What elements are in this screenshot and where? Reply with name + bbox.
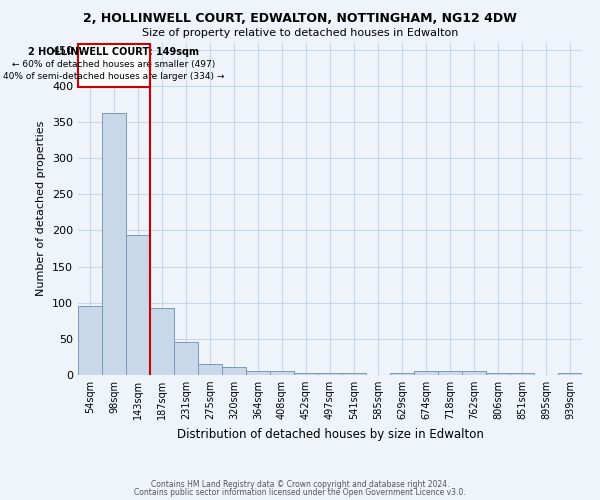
Bar: [246, 370, 270, 375]
Bar: [198, 364, 222, 375]
Bar: [270, 372, 294, 375]
Text: 40% of semi-detached houses are larger (334) →: 40% of semi-detached houses are larger (…: [4, 72, 224, 81]
Bar: [126, 236, 150, 375]
FancyBboxPatch shape: [78, 44, 150, 88]
Bar: [294, 373, 318, 375]
Bar: [558, 373, 582, 375]
Bar: [462, 372, 486, 375]
Text: 2 HOLLINWELL COURT: 149sqm: 2 HOLLINWELL COURT: 149sqm: [29, 47, 199, 57]
Bar: [222, 367, 246, 375]
X-axis label: Distribution of detached houses by size in Edwalton: Distribution of detached houses by size …: [176, 428, 484, 440]
Bar: [78, 306, 102, 375]
Text: Contains HM Land Registry data © Crown copyright and database right 2024.: Contains HM Land Registry data © Crown c…: [151, 480, 449, 489]
Bar: [174, 342, 198, 375]
Text: ← 60% of detached houses are smaller (497): ← 60% of detached houses are smaller (49…: [13, 60, 215, 68]
Y-axis label: Number of detached properties: Number of detached properties: [37, 121, 46, 296]
Bar: [486, 373, 510, 375]
Bar: [102, 114, 126, 375]
Bar: [438, 370, 462, 375]
Bar: [318, 373, 342, 375]
Bar: [150, 308, 174, 375]
Text: 2, HOLLINWELL COURT, EDWALTON, NOTTINGHAM, NG12 4DW: 2, HOLLINWELL COURT, EDWALTON, NOTTINGHA…: [83, 12, 517, 26]
Bar: [342, 373, 366, 375]
Bar: [414, 372, 438, 375]
Text: Size of property relative to detached houses in Edwalton: Size of property relative to detached ho…: [142, 28, 458, 38]
Bar: [390, 373, 414, 375]
Bar: [510, 373, 534, 375]
Text: Contains public sector information licensed under the Open Government Licence v3: Contains public sector information licen…: [134, 488, 466, 497]
